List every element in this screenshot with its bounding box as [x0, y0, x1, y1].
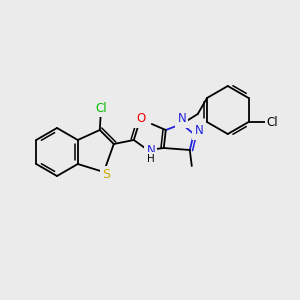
Text: S: S — [102, 169, 110, 182]
Text: N: N — [194, 124, 203, 137]
Text: H: H — [147, 154, 155, 164]
Text: Cl: Cl — [267, 116, 278, 128]
Text: Cl: Cl — [95, 101, 106, 115]
Text: N: N — [177, 112, 186, 125]
Text: N: N — [146, 145, 155, 158]
Text: O: O — [136, 112, 146, 125]
